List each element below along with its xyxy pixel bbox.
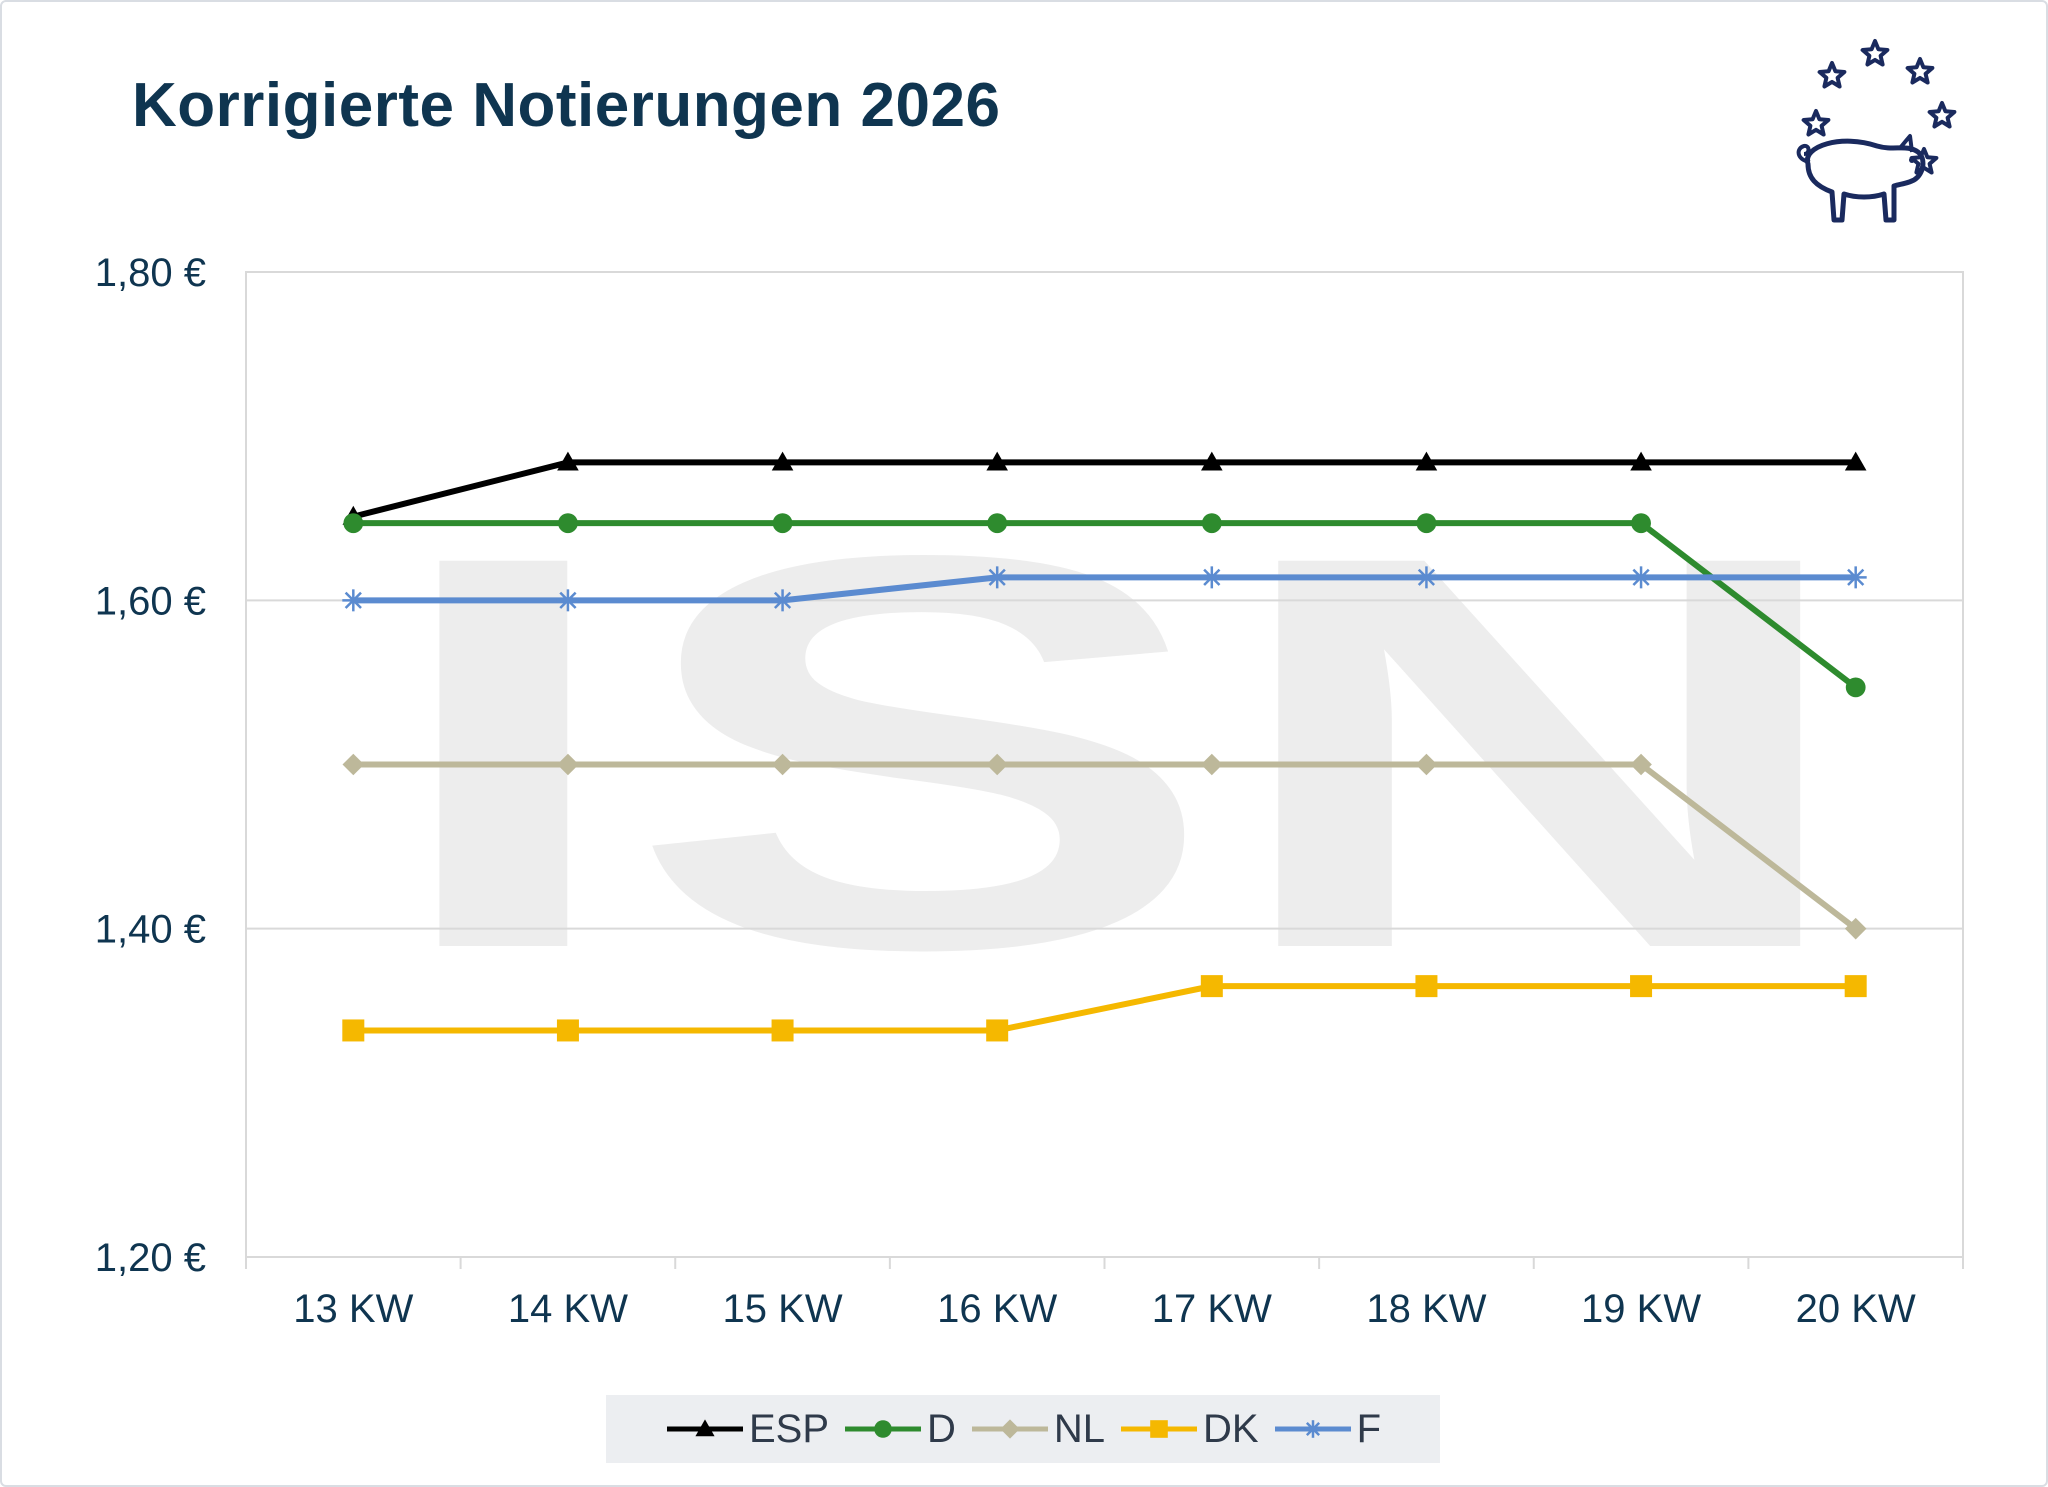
- data-point: [1415, 753, 1438, 776]
- axes: 1,20 € 1,40 € 1,60 € 1,80 € 13 KW 14 KW 15 KW 1…: [95, 251, 1964, 1331]
- x-tick-label: 20 KW: [1796, 1287, 1916, 1331]
- data-point: [1630, 753, 1652, 776]
- data-point: [1844, 451, 1867, 471]
- star-icon: [1927, 101, 1957, 129]
- data-point: [771, 589, 794, 612]
- data-point: [1630, 975, 1653, 998]
- data-point: [1201, 513, 1222, 534]
- star-icon: [1801, 109, 1831, 137]
- series-d: [343, 513, 1866, 698]
- legend: ESP D NL DK F: [606, 1395, 1440, 1463]
- series-line: [353, 574, 1856, 604]
- data-point: [1844, 917, 1867, 940]
- chart-title: Korrigierte Notierungen 2026: [132, 71, 1001, 140]
- data-point: [1631, 513, 1651, 534]
- legend-item-f: F: [1273, 1407, 1381, 1452]
- data-point: [695, 1419, 715, 1437]
- data-point: [771, 451, 794, 471]
- data-point: [557, 753, 579, 776]
- data-point: [557, 451, 579, 471]
- data-point: [986, 753, 1008, 776]
- series-line: [353, 520, 1858, 690]
- pig-with-stars-icon: [1796, 39, 1957, 223]
- series-layer: [342, 451, 1867, 1042]
- x-tick-label: 19 KW: [1581, 1287, 1701, 1331]
- legend-item-dk: DK: [1119, 1407, 1259, 1452]
- data-point: [874, 1420, 892, 1438]
- data-point: [987, 513, 1008, 534]
- data-point: [1303, 1420, 1322, 1438]
- legend-label: F: [1356, 1406, 1382, 1451]
- star-icon: [1817, 61, 1847, 89]
- data-point: [1416, 513, 1437, 534]
- data-point: [986, 566, 1009, 589]
- x-tick-label: 13 KW: [293, 1287, 413, 1331]
- data-point: [986, 451, 1008, 471]
- data-point: [986, 1019, 1009, 1042]
- legend-swatch: [845, 1420, 921, 1438]
- data-point: [556, 589, 579, 612]
- data-point: [1200, 975, 1223, 998]
- data-point: [342, 589, 365, 612]
- series-line: [352, 459, 1856, 520]
- x-tick-label: 15 KW: [723, 1287, 843, 1331]
- data-point: [1415, 451, 1438, 471]
- legend-label: NL: [1053, 1406, 1106, 1451]
- data-point: [771, 753, 794, 776]
- legend-swatch: [1121, 1420, 1198, 1438]
- data-point: [558, 513, 578, 534]
- y-tick-label: 1,20 €: [95, 1236, 206, 1280]
- star-icon: [1860, 39, 1890, 67]
- legend-label: D: [927, 1406, 956, 1451]
- data-point: [1415, 975, 1438, 998]
- data-point: [1415, 566, 1438, 589]
- series-nl: [342, 753, 1867, 940]
- series-line: [353, 983, 1856, 1034]
- series-dk: [342, 975, 1867, 1042]
- data-point: [556, 1019, 579, 1042]
- watermark-text: ISN: [380, 439, 1860, 1065]
- y-tick-label: 1,60 €: [95, 579, 206, 623]
- legend-item-d: D: [843, 1407, 956, 1452]
- data-point: [1630, 451, 1652, 471]
- legend-swatch: [666, 1419, 743, 1437]
- y-tick-label: 1,80 €: [95, 251, 206, 295]
- legend-swatch: [1274, 1420, 1351, 1438]
- x-tick-label: 16 KW: [937, 1287, 1057, 1331]
- x-tick-label: 18 KW: [1366, 1287, 1486, 1331]
- watermark-logo: ISN: [380, 439, 1860, 1065]
- data-point: [772, 513, 793, 534]
- data-point: [343, 513, 364, 534]
- star-icon: [1905, 57, 1935, 85]
- data-point: [771, 1019, 794, 1042]
- data-point: [1201, 451, 1223, 471]
- data-point: [1630, 566, 1653, 589]
- series-line: [353, 761, 1858, 932]
- legend-label: ESP: [748, 1406, 829, 1451]
- series-f: [342, 566, 1867, 612]
- legend-item-nl: NL: [970, 1407, 1105, 1452]
- data-point: [1000, 1419, 1020, 1439]
- data-point: [1844, 566, 1867, 589]
- x-tick-label: 14 KW: [508, 1287, 628, 1331]
- data-point: [1844, 975, 1867, 998]
- line-chart: ISN 1,20 € 1,40 € 1,60 € 1,80 € 13 KW 14 KW 15…: [95, 251, 1964, 1331]
- y-tick-label: 1,40 €: [95, 908, 206, 952]
- data-point: [1150, 1420, 1168, 1438]
- legend-swatch: [971, 1419, 1048, 1439]
- legend-label: DK: [1203, 1406, 1259, 1451]
- data-point: [1200, 566, 1223, 589]
- pig-body: [1805, 138, 1926, 223]
- x-tick-label: 17 KW: [1152, 1287, 1272, 1331]
- legend-item-esp: ESP: [665, 1407, 829, 1452]
- data-point: [1845, 677, 1866, 698]
- data-point: [1201, 753, 1223, 776]
- data-point: [342, 1019, 365, 1042]
- data-point: [342, 753, 365, 776]
